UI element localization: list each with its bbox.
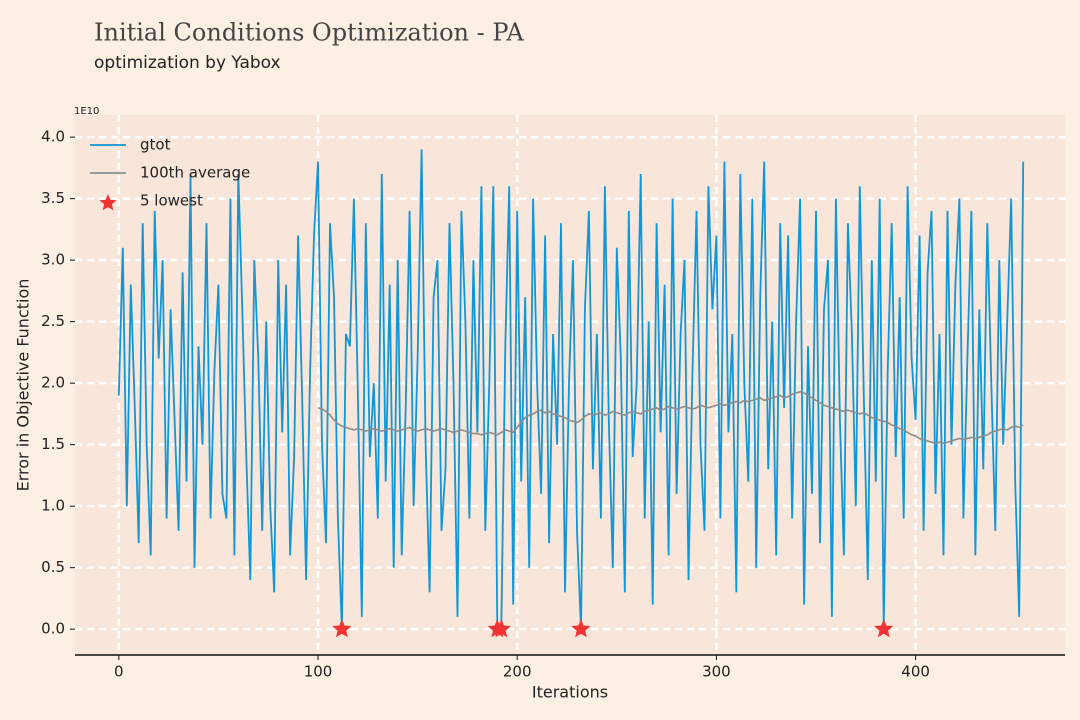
x-tick-label: 200 <box>503 663 532 681</box>
y-tick-label: 2.5 <box>41 312 65 330</box>
marker <box>332 619 352 638</box>
chart-subtitle: optimization by Yabox <box>94 53 281 73</box>
chart-title: Initial Conditions Optimization - PA <box>94 19 524 47</box>
line <box>317 390 1024 445</box>
y-axis-label: Error in Objective Function <box>14 279 33 492</box>
legend-label: 100th average <box>140 164 250 182</box>
marker <box>491 619 511 638</box>
x-tick-label: 0 <box>114 663 124 681</box>
offset-label: 1E10 <box>74 106 99 117</box>
y-tick-label: 0.5 <box>41 558 65 576</box>
line <box>117 149 1025 631</box>
y-tick-label: 1.0 <box>41 497 65 515</box>
legend-marker <box>99 194 117 211</box>
legend-label: gtot <box>140 136 171 154</box>
y-tick-label: 4.0 <box>41 128 65 146</box>
legend-label: 5 lowest <box>140 192 203 210</box>
marker <box>874 619 894 638</box>
y-tick-label: 1.5 <box>41 435 65 453</box>
x-axis-label: Iterations <box>532 683 608 702</box>
x-tick-label: 400 <box>901 663 930 681</box>
y-tick-label: 0.0 <box>41 620 65 638</box>
marker <box>571 619 591 638</box>
y-tick-label: 3.0 <box>41 251 65 269</box>
x-tick-label: 300 <box>702 663 731 681</box>
x-tick-label: 100 <box>304 663 333 681</box>
y-tick-label: 2.0 <box>41 374 65 392</box>
y-tick-label: 3.5 <box>41 189 65 207</box>
